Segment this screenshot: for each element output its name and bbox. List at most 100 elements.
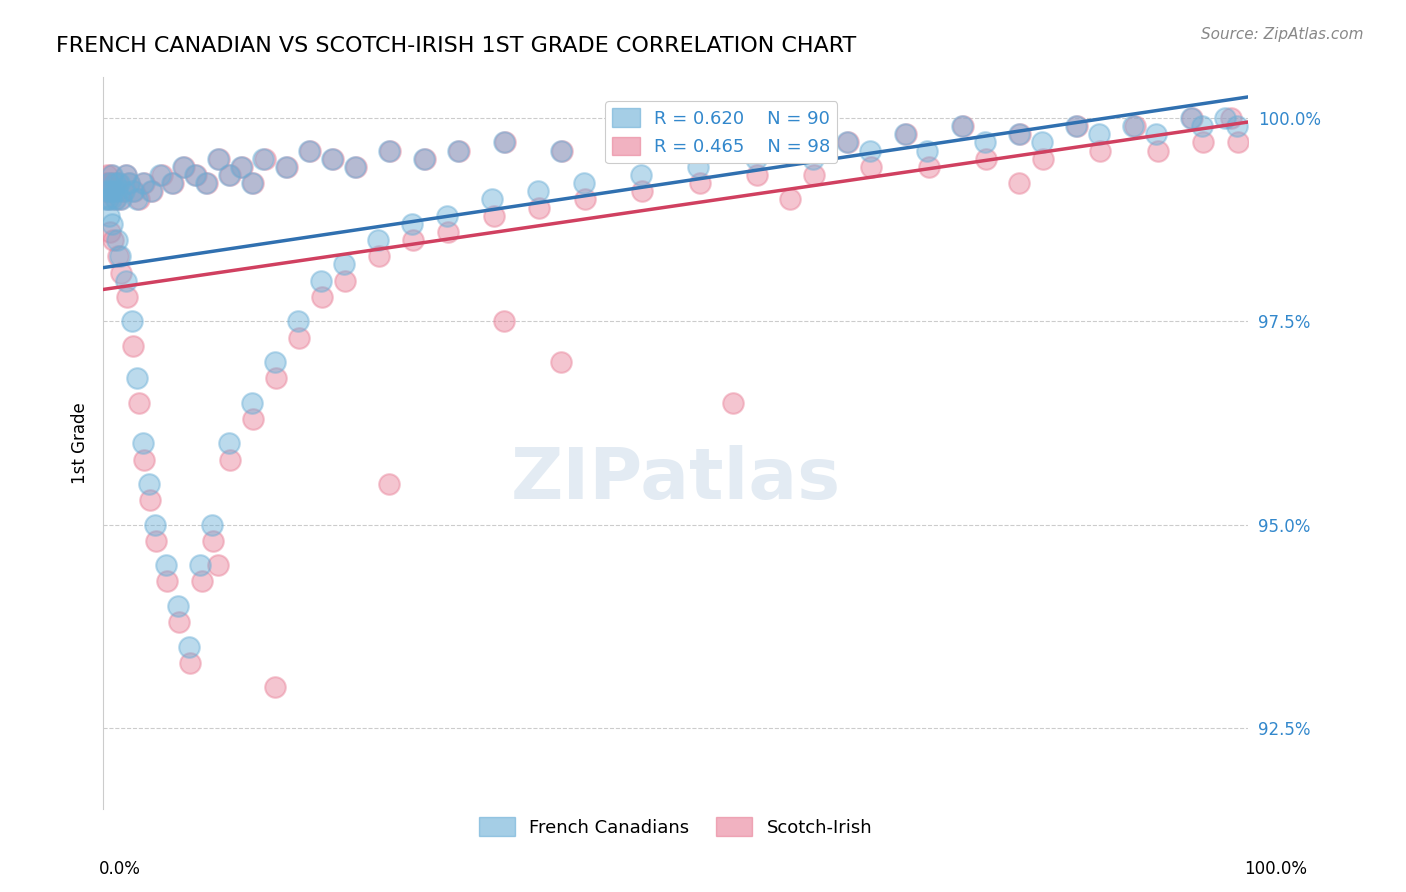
Point	[529, 201, 551, 215]
Point	[1180, 111, 1202, 125]
Point	[1192, 136, 1215, 150]
Point	[138, 477, 160, 491]
Point	[98, 225, 121, 239]
Point	[94, 184, 117, 198]
Point	[801, 152, 824, 166]
Point	[1008, 176, 1031, 190]
Text: ZIPatlas: ZIPatlas	[510, 445, 841, 515]
Point	[343, 160, 366, 174]
Point	[447, 144, 470, 158]
Point	[1090, 144, 1112, 158]
Point	[264, 371, 287, 385]
Point	[115, 274, 138, 288]
Point	[100, 193, 122, 207]
Point	[1181, 111, 1204, 125]
Point	[229, 160, 252, 174]
Point	[219, 452, 242, 467]
Point	[104, 184, 127, 198]
Point	[208, 152, 231, 166]
Point	[263, 355, 285, 369]
Point	[311, 290, 333, 304]
Point	[100, 168, 122, 182]
Point	[380, 144, 402, 158]
Point	[97, 193, 120, 207]
Point	[179, 656, 201, 670]
Point	[344, 160, 367, 174]
Point	[103, 233, 125, 247]
Point	[721, 136, 744, 150]
Point	[378, 477, 401, 491]
Point	[689, 176, 711, 190]
Point	[481, 193, 503, 207]
Point	[721, 395, 744, 409]
Point	[219, 168, 242, 182]
Point	[93, 176, 115, 190]
Point	[664, 128, 686, 142]
Point	[1225, 120, 1247, 134]
Point	[263, 680, 285, 694]
Point	[1064, 120, 1087, 134]
Point	[141, 184, 163, 198]
Point	[183, 168, 205, 182]
Point	[101, 168, 124, 182]
Point	[231, 160, 253, 174]
Point	[107, 176, 129, 190]
Point	[110, 193, 132, 207]
Point	[449, 144, 471, 158]
Point	[1010, 128, 1032, 142]
Text: 100.0%: 100.0%	[1244, 860, 1308, 878]
Point	[744, 152, 766, 166]
Point	[173, 160, 195, 174]
Point	[104, 193, 127, 207]
Point	[97, 176, 120, 190]
Point	[97, 209, 120, 223]
Point	[780, 128, 803, 142]
Point	[412, 152, 434, 166]
Point	[207, 558, 229, 573]
Point	[115, 290, 138, 304]
Text: Source: ZipAtlas.com: Source: ZipAtlas.com	[1201, 27, 1364, 42]
Point	[105, 233, 128, 247]
Point	[190, 558, 212, 573]
Point	[298, 144, 321, 158]
Point	[172, 160, 194, 174]
Point	[630, 168, 652, 182]
Point	[202, 533, 225, 548]
Point	[950, 120, 973, 134]
Point	[723, 136, 745, 150]
Point	[108, 176, 131, 190]
Point	[218, 436, 240, 450]
Point	[122, 339, 145, 353]
Point	[139, 493, 162, 508]
Point	[609, 136, 631, 150]
Point	[1122, 120, 1144, 134]
Point	[101, 217, 124, 231]
Point	[952, 120, 974, 134]
Point	[321, 152, 343, 166]
Point	[218, 168, 240, 182]
Point	[837, 136, 859, 150]
Point	[527, 184, 550, 198]
Point	[917, 144, 939, 158]
Point	[276, 160, 298, 174]
Point	[973, 136, 995, 150]
Point	[860, 160, 883, 174]
Point	[110, 266, 132, 280]
Point	[378, 144, 401, 158]
Point	[803, 168, 825, 182]
Point	[332, 257, 354, 271]
Point	[607, 136, 630, 150]
Point	[122, 184, 145, 198]
Point	[201, 517, 224, 532]
Point	[96, 184, 118, 198]
Point	[128, 395, 150, 409]
Point	[1226, 136, 1249, 150]
Point	[132, 436, 155, 450]
Point	[110, 193, 132, 207]
Point	[143, 517, 166, 532]
Point	[122, 184, 145, 198]
Point	[1031, 136, 1053, 150]
Point	[1213, 111, 1236, 125]
Point	[1066, 120, 1088, 134]
Point	[240, 176, 263, 190]
